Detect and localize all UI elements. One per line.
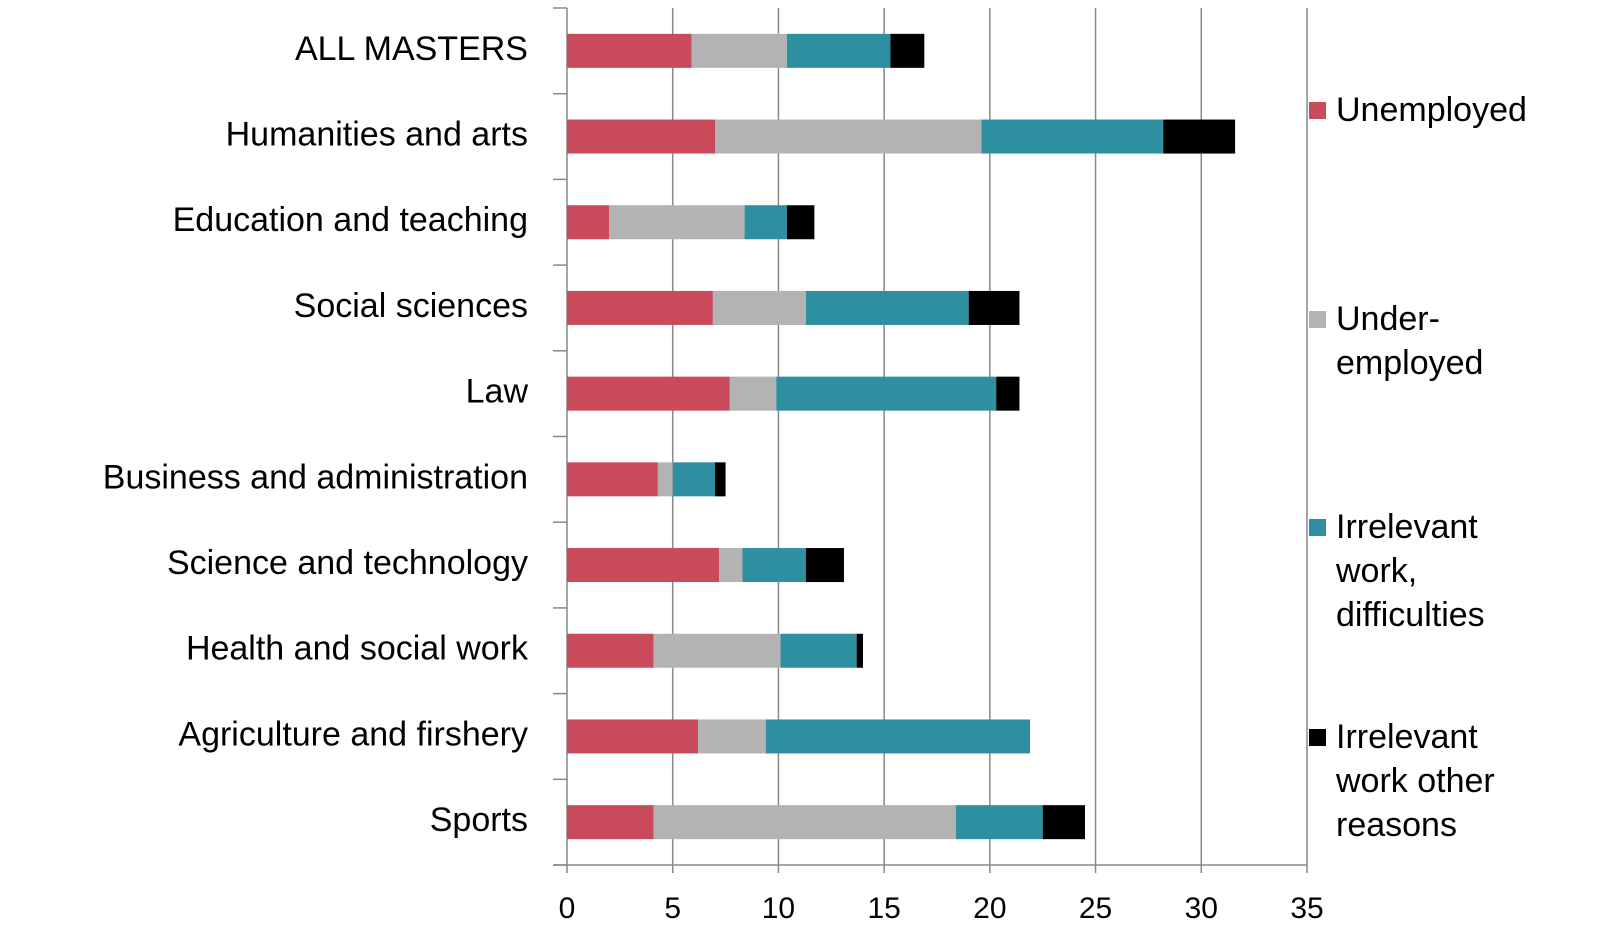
x-tick-label: 30 [1185, 892, 1218, 925]
bar-segment [567, 290, 713, 325]
y-tick-label: Law [466, 373, 529, 411]
bar-segment [1042, 805, 1085, 840]
y-tick-label: Agriculture and firshery [178, 715, 528, 753]
bar-segment [653, 633, 781, 668]
bar-segment [890, 33, 925, 68]
legend-label: Under- employed [1336, 300, 1484, 382]
bar-segment [996, 376, 1020, 411]
bar-segment [956, 805, 1043, 840]
bar-segment [567, 548, 720, 583]
x-tick-label: 20 [973, 892, 1006, 925]
legend-label: Irrelevant work other reasons [1336, 718, 1495, 844]
bar-segment [1163, 119, 1236, 154]
bar-segment [744, 205, 787, 240]
x-tick-label: 15 [867, 892, 900, 925]
x-tick-label: 10 [762, 892, 795, 925]
bar-segment [653, 805, 957, 840]
legend-swatch [1309, 729, 1326, 746]
bar-segment [657, 462, 673, 497]
y-tick-label: Health and social work [186, 630, 529, 668]
bar-segment [567, 33, 692, 68]
bar-segment [567, 633, 654, 668]
x-tick-label: 35 [1290, 892, 1323, 925]
bar-segment [567, 205, 610, 240]
legend-swatch [1309, 519, 1326, 536]
bar-segment [805, 548, 844, 583]
y-tick-label: Humanities and arts [226, 116, 528, 154]
bar-segment [712, 290, 806, 325]
legend-label: Unemployed [1336, 91, 1527, 129]
y-tick-label: Sports [430, 801, 528, 839]
y-tick-label: Science and technology [167, 544, 528, 582]
bar-segment [672, 462, 715, 497]
bar-segment [719, 548, 743, 583]
bar-segment [776, 376, 997, 411]
bar-segment [698, 719, 766, 754]
bar-segment [742, 548, 806, 583]
bar-segment [968, 290, 1020, 325]
x-tick-label: 5 [664, 892, 681, 925]
bar-segment [715, 462, 726, 497]
bar-segment [729, 376, 777, 411]
x-tick-label: 25 [1079, 892, 1112, 925]
y-tick-label: Social sciences [294, 287, 528, 325]
bar-segment [786, 205, 815, 240]
bar-segment [981, 119, 1164, 154]
legend-swatch [1309, 102, 1326, 119]
x-tick-label: 0 [559, 892, 576, 925]
bar-segment [567, 462, 658, 497]
bar-segment [567, 719, 699, 754]
bar-segment [567, 119, 715, 154]
bar-segment [567, 376, 730, 411]
bar-segment [715, 119, 982, 154]
bar-segment [691, 33, 787, 68]
bar-segment [765, 719, 1031, 754]
y-tick-label: ALL MASTERS [295, 30, 528, 68]
y-tick-label: Business and administration [103, 458, 528, 496]
legend-label: Irrelevant work, difficulties [1336, 508, 1485, 634]
bar-segment [856, 633, 863, 668]
bar-segment [780, 633, 857, 668]
bar-segment [567, 805, 654, 840]
bar-segment [805, 290, 969, 325]
legend-swatch [1309, 311, 1326, 328]
y-tick-label: Education and teaching [173, 201, 528, 239]
bar-segment [609, 205, 745, 240]
bar-segment [786, 33, 891, 68]
